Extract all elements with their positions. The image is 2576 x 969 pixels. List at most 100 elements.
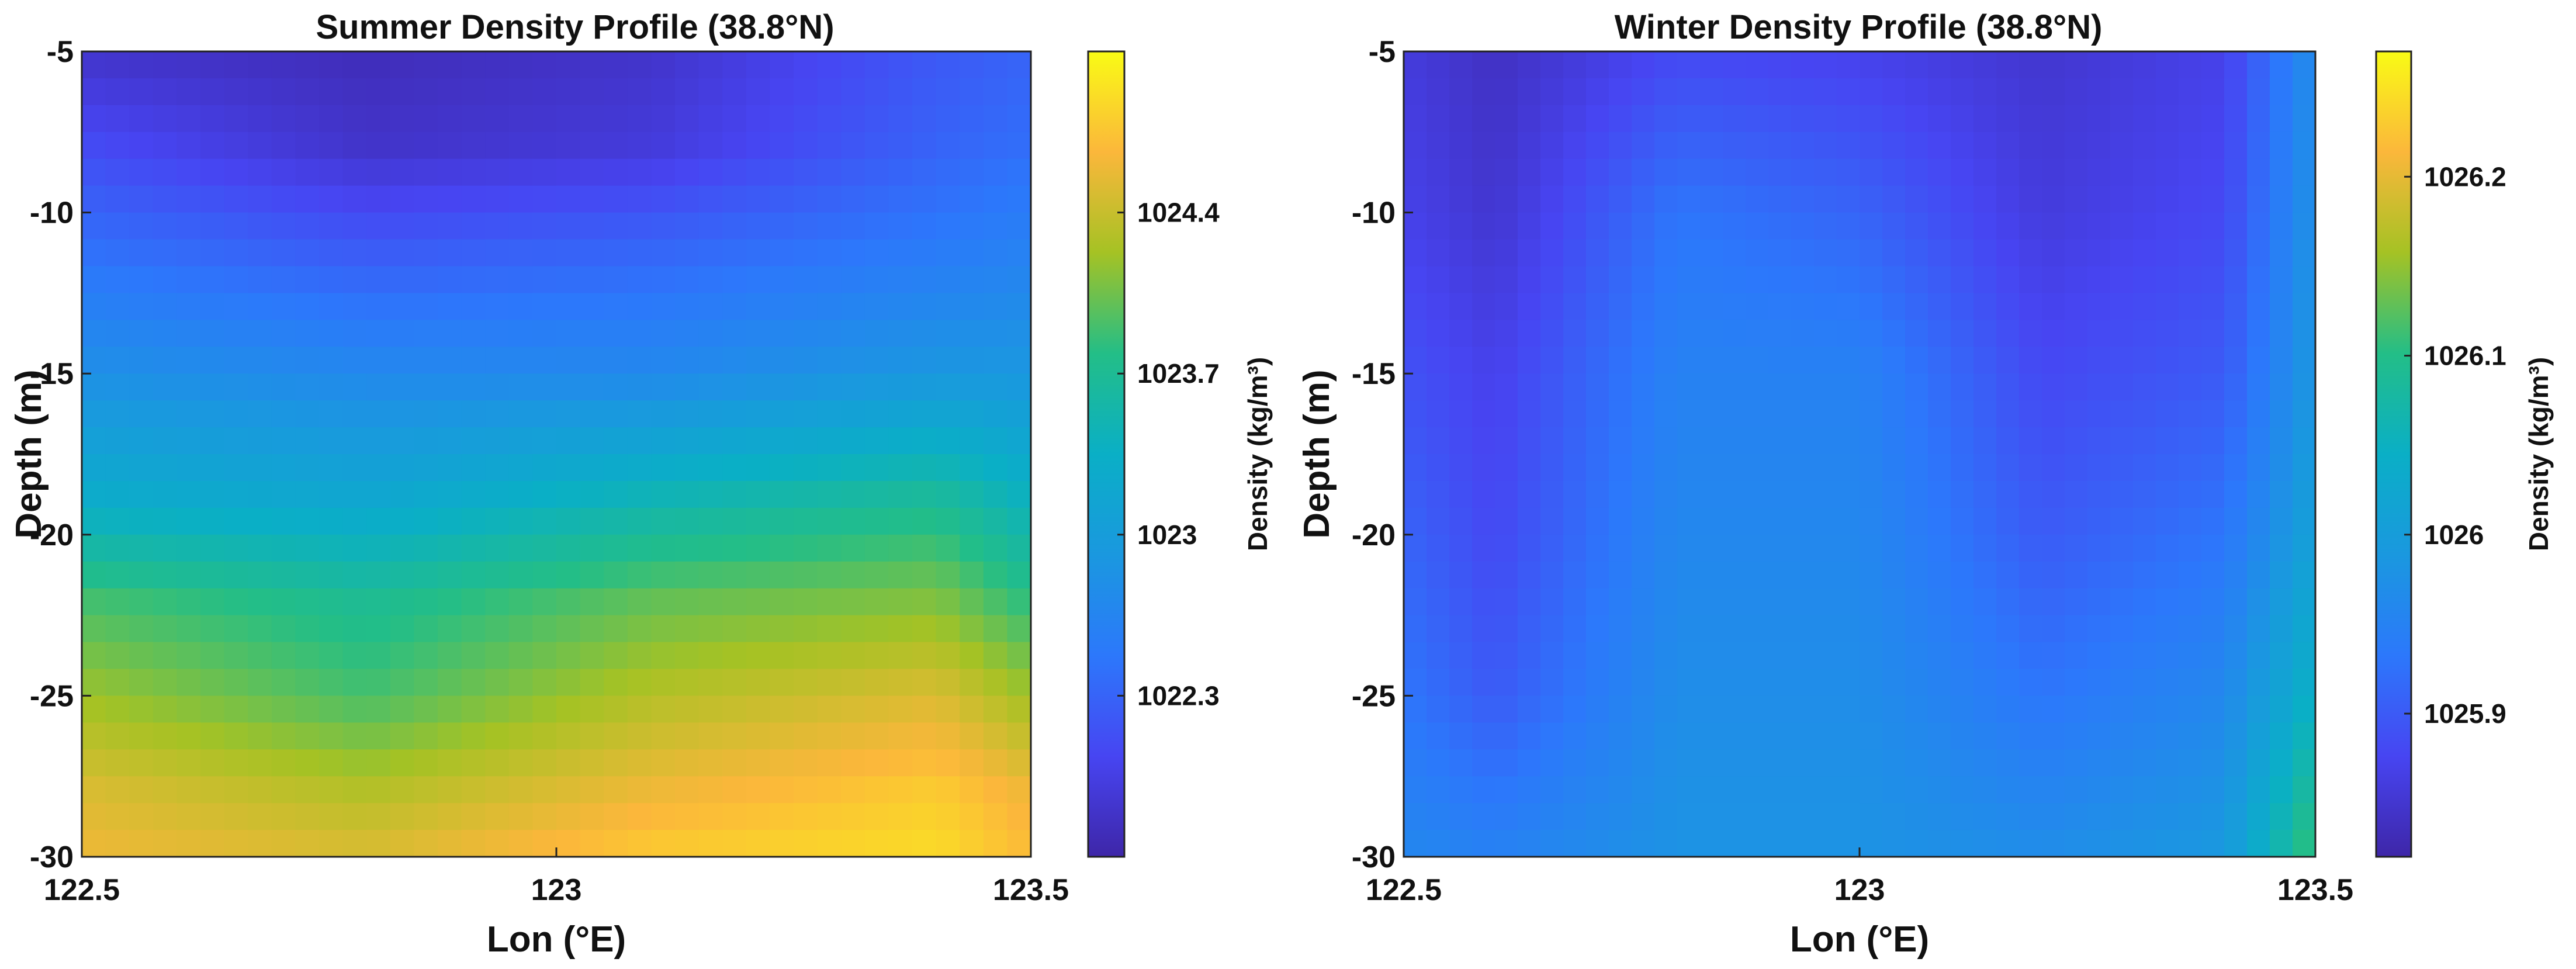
summer-heatmap-cell	[770, 212, 794, 240]
summer-heatmap-cell	[82, 131, 106, 160]
summer-heatmap-cell	[580, 131, 604, 160]
winter-heatmap-cell	[1723, 480, 1746, 508]
winter-heatmap-cell	[1768, 776, 1792, 804]
winter-heatmap-cell	[1586, 534, 1609, 562]
winter-heatmap-cell	[1905, 373, 1928, 401]
summer-heatmap-cell	[841, 51, 865, 79]
summer-heatmap-cell	[248, 561, 272, 589]
winter-heatmap-cell	[2293, 454, 2316, 482]
winter-heatmap-cell	[1495, 695, 1518, 724]
summer-heatmap-cell	[888, 131, 913, 160]
summer-heatmap-cell	[1007, 669, 1031, 697]
summer-heatmap-cell	[461, 722, 486, 750]
winter-heatmap-cell	[2270, 212, 2293, 240]
winter-heatmap-cell	[1951, 830, 1974, 857]
winter-heatmap-cell	[2042, 78, 2065, 106]
summer-heatmap-cell	[1007, 320, 1031, 348]
summer-heatmap-cell	[129, 507, 154, 535]
summer-heatmap-cell	[248, 615, 272, 643]
summer-heatmap-cell	[271, 427, 296, 455]
winter-heatmap-cell	[1632, 400, 1655, 428]
summer-heatmap-cell	[271, 803, 296, 830]
winter-heatmap-cell	[1609, 722, 1632, 750]
winter-heatmap-cell	[2201, 400, 2225, 428]
summer-heatmap-cell	[366, 615, 391, 643]
winter-heatmap-cell	[2201, 320, 2225, 348]
winter-heatmap-cell	[2042, 454, 2065, 482]
summer-heatmap-cell	[224, 51, 248, 79]
winter-heatmap-cell	[1449, 239, 1473, 267]
winter-heatmap-cell	[2270, 669, 2293, 697]
winter-heatmap-cell	[1427, 588, 1450, 616]
winter-heatmap-cell	[1404, 51, 1427, 79]
winter-heatmap-cell	[1495, 669, 1518, 697]
winter-heatmap-cell	[1768, 454, 1792, 482]
summer-heatmap-cell	[841, 722, 865, 750]
winter-heatmap-cell	[1472, 749, 1495, 777]
summer-heatmap-cell	[224, 373, 248, 401]
summer-heatmap-cell	[366, 480, 391, 508]
summer-heatmap-cell	[271, 51, 296, 79]
summer-heatmap-cell	[651, 158, 676, 186]
summer-heatmap-cell	[390, 239, 415, 267]
winter-heatmap-cell	[1427, 347, 1450, 374]
winter-heatmap-cell	[1449, 749, 1473, 777]
winter-heatmap-cell	[2087, 615, 2111, 643]
winter-heatmap-cell	[1449, 803, 1473, 830]
summer-heatmap-cell	[248, 534, 272, 562]
summer-heatmap-cell	[105, 105, 130, 133]
winter-heatmap-cell	[2110, 669, 2134, 697]
summer-heatmap-cell	[864, 400, 889, 428]
winter-heatmap-cell	[1928, 776, 1951, 804]
summer-heatmap-cell	[414, 78, 438, 106]
winter-heatmap-cell	[1654, 695, 1678, 724]
winter-heatmap-cell	[2293, 776, 2316, 804]
summer-heatmap-cell	[651, 776, 676, 804]
summer-heatmap-cell	[532, 803, 557, 830]
summer-heatmap-cell	[556, 239, 581, 267]
winter-x-tick-label: 122.5	[1366, 873, 1442, 907]
winter-heatmap-cell	[1632, 185, 1655, 213]
summer-heatmap-cell	[746, 347, 771, 374]
winter-heatmap-cell	[1404, 561, 1427, 589]
summer-heatmap-cell	[319, 615, 344, 643]
summer-heatmap-cell	[461, 830, 486, 857]
winter-heatmap-cell	[1882, 105, 1906, 133]
summer-heatmap-cell	[1007, 347, 1031, 374]
summer-heatmap-cell	[224, 454, 248, 482]
winter-heatmap-cell	[1700, 427, 1723, 455]
winter-heatmap-cell	[1746, 669, 1769, 697]
winter-heatmap-cell	[2019, 185, 2042, 213]
winter-heatmap-cell	[1677, 830, 1701, 857]
summer-heatmap-cell	[841, 561, 865, 589]
summer-heatmap-cell	[580, 454, 604, 482]
winter-heatmap-cell	[1882, 695, 1906, 724]
summer-heatmap-cell	[746, 212, 771, 240]
winter-heatmap-cell	[1563, 480, 1587, 508]
summer-heatmap-cell	[864, 642, 889, 670]
winter-heatmap-cell	[2179, 507, 2202, 535]
summer-heatmap-cell	[627, 212, 652, 240]
summer-heatmap-cell	[271, 480, 296, 508]
summer-heatmap-cell	[271, 830, 296, 857]
winter-heatmap-cell	[2133, 131, 2156, 160]
winter-heatmap-cell	[2156, 266, 2179, 294]
summer-heatmap-cell	[390, 373, 415, 401]
winter-heatmap-cell	[1472, 185, 1495, 213]
winter-heatmap-cell	[1427, 749, 1450, 777]
winter-heatmap-cell	[2019, 669, 2042, 697]
winter-heatmap-cell	[1609, 454, 1632, 482]
winter-heatmap-cell	[1518, 427, 1541, 455]
winter-heatmap-cell	[1860, 642, 1883, 670]
summer-heatmap-cell	[129, 480, 154, 508]
summer-heatmap-cell	[366, 722, 391, 750]
winter-heatmap-cell	[1540, 212, 1564, 240]
winter-heatmap-cell	[1563, 669, 1587, 697]
winter-heatmap-cell	[2133, 400, 2156, 428]
summer-heatmap-cell	[960, 320, 984, 348]
summer-heatmap-cell	[675, 669, 700, 697]
winter-heatmap-cell	[2247, 507, 2270, 535]
summer-heatmap-cell	[153, 669, 178, 697]
winter-heatmap-cell	[2110, 776, 2134, 804]
summer-heatmap-cell	[794, 454, 818, 482]
